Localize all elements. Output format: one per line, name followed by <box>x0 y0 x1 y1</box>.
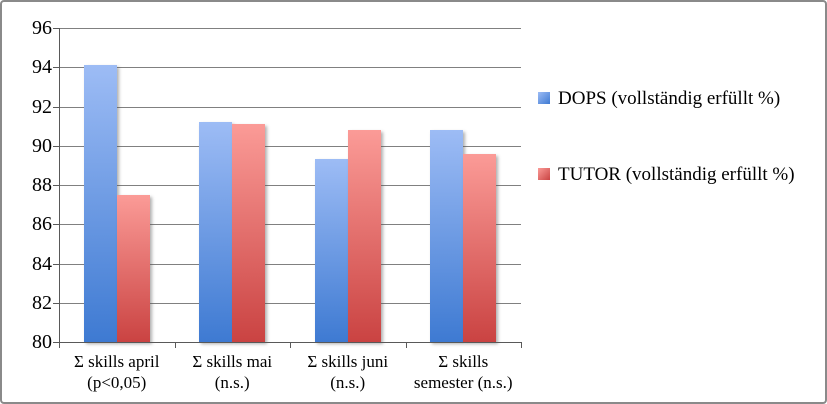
y-axis-label-92: 92 <box>32 95 52 118</box>
gridline-86 <box>59 224 521 226</box>
y-axis-tick-88 <box>53 185 59 186</box>
legend-item-dops: DOPS (vollständig erfüllt %) <box>538 86 816 112</box>
y-axis-tick-92 <box>53 106 59 108</box>
y-axis-tick-82 <box>53 302 59 304</box>
x-axis-category-label-3: Σ skills semester (n.s.) <box>386 351 542 393</box>
legend-color-swatch-dops <box>538 92 550 104</box>
y-axis-label-82: 82 <box>32 291 52 314</box>
category-label-line: Σ skills mai <box>192 352 273 371</box>
bar-tutor-0 <box>116 194 150 342</box>
x-axis-category-label-1: Σ skills mai (n.s.) <box>155 351 311 393</box>
gridline-96 <box>59 28 521 29</box>
bar-tutor-2 <box>347 130 381 342</box>
bar-dops-0 <box>83 65 117 342</box>
x-axis-tick-2 <box>290 343 291 348</box>
y-axis-tick-90 <box>53 145 59 147</box>
y-axis-tick-80 <box>53 342 59 343</box>
bar-dops-1 <box>199 122 233 342</box>
x-axis-tick-0 <box>59 343 60 348</box>
category-label-line: Σ skills juni <box>307 352 389 371</box>
gridline-82 <box>59 302 521 304</box>
gridline-92 <box>59 106 521 108</box>
category-label-line: semester (n.s.) <box>413 373 513 392</box>
gridline-88 <box>59 185 521 186</box>
bar-dops-2 <box>314 159 348 342</box>
legend-item-tutor: TUTOR (vollständig erfüllt %) <box>538 162 816 188</box>
gridline-90 <box>59 145 521 147</box>
y-axis-label-96: 96 <box>32 17 52 39</box>
category-label-line: Σ skills <box>438 352 489 371</box>
category-label-line: Σ skills april <box>74 352 160 371</box>
gridline-94 <box>59 67 521 69</box>
x-axis-tick-3 <box>405 343 407 348</box>
y-axis-tick-96 <box>53 28 59 29</box>
bar-tutor-3 <box>463 153 497 342</box>
plot-area <box>59 28 521 343</box>
x-axis-category-label-2: Σ skills juni (n.s.) <box>270 351 426 393</box>
category-label-line: (n.s.) <box>214 373 250 392</box>
y-axis-label-94: 94 <box>32 56 52 79</box>
legend-color-swatch-tutor <box>538 168 550 180</box>
y-axis-tick-86 <box>53 224 59 226</box>
y-axis-label-88: 88 <box>32 174 52 196</box>
category-label-line: (n.s.) <box>330 373 366 392</box>
y-axis-label-80: 80 <box>32 331 52 353</box>
y-axis-line <box>59 28 60 343</box>
gridline-84 <box>59 263 521 265</box>
category-label-line: (p<0,05) <box>87 373 147 392</box>
y-axis-tick-84 <box>53 263 59 265</box>
x-axis-tick-1 <box>174 343 176 348</box>
y-axis-label-86: 86 <box>32 213 52 236</box>
legend-label-dops: DOPS (vollständig erfüllt %) <box>558 88 781 109</box>
legend-label-tutor: TUTOR (vollständig erfüllt %) <box>558 164 795 185</box>
bar-dops-3 <box>430 130 464 342</box>
x-axis-line <box>59 342 522 343</box>
y-axis-tick-94 <box>53 67 59 69</box>
x-axis-tick-4 <box>521 343 522 348</box>
y-axis-label-84: 84 <box>32 252 52 275</box>
y-axis-label-90: 90 <box>32 134 52 157</box>
bar-tutor-1 <box>232 124 266 342</box>
x-axis-category-label-0: Σ skills april (p<0,05) <box>39 351 195 393</box>
